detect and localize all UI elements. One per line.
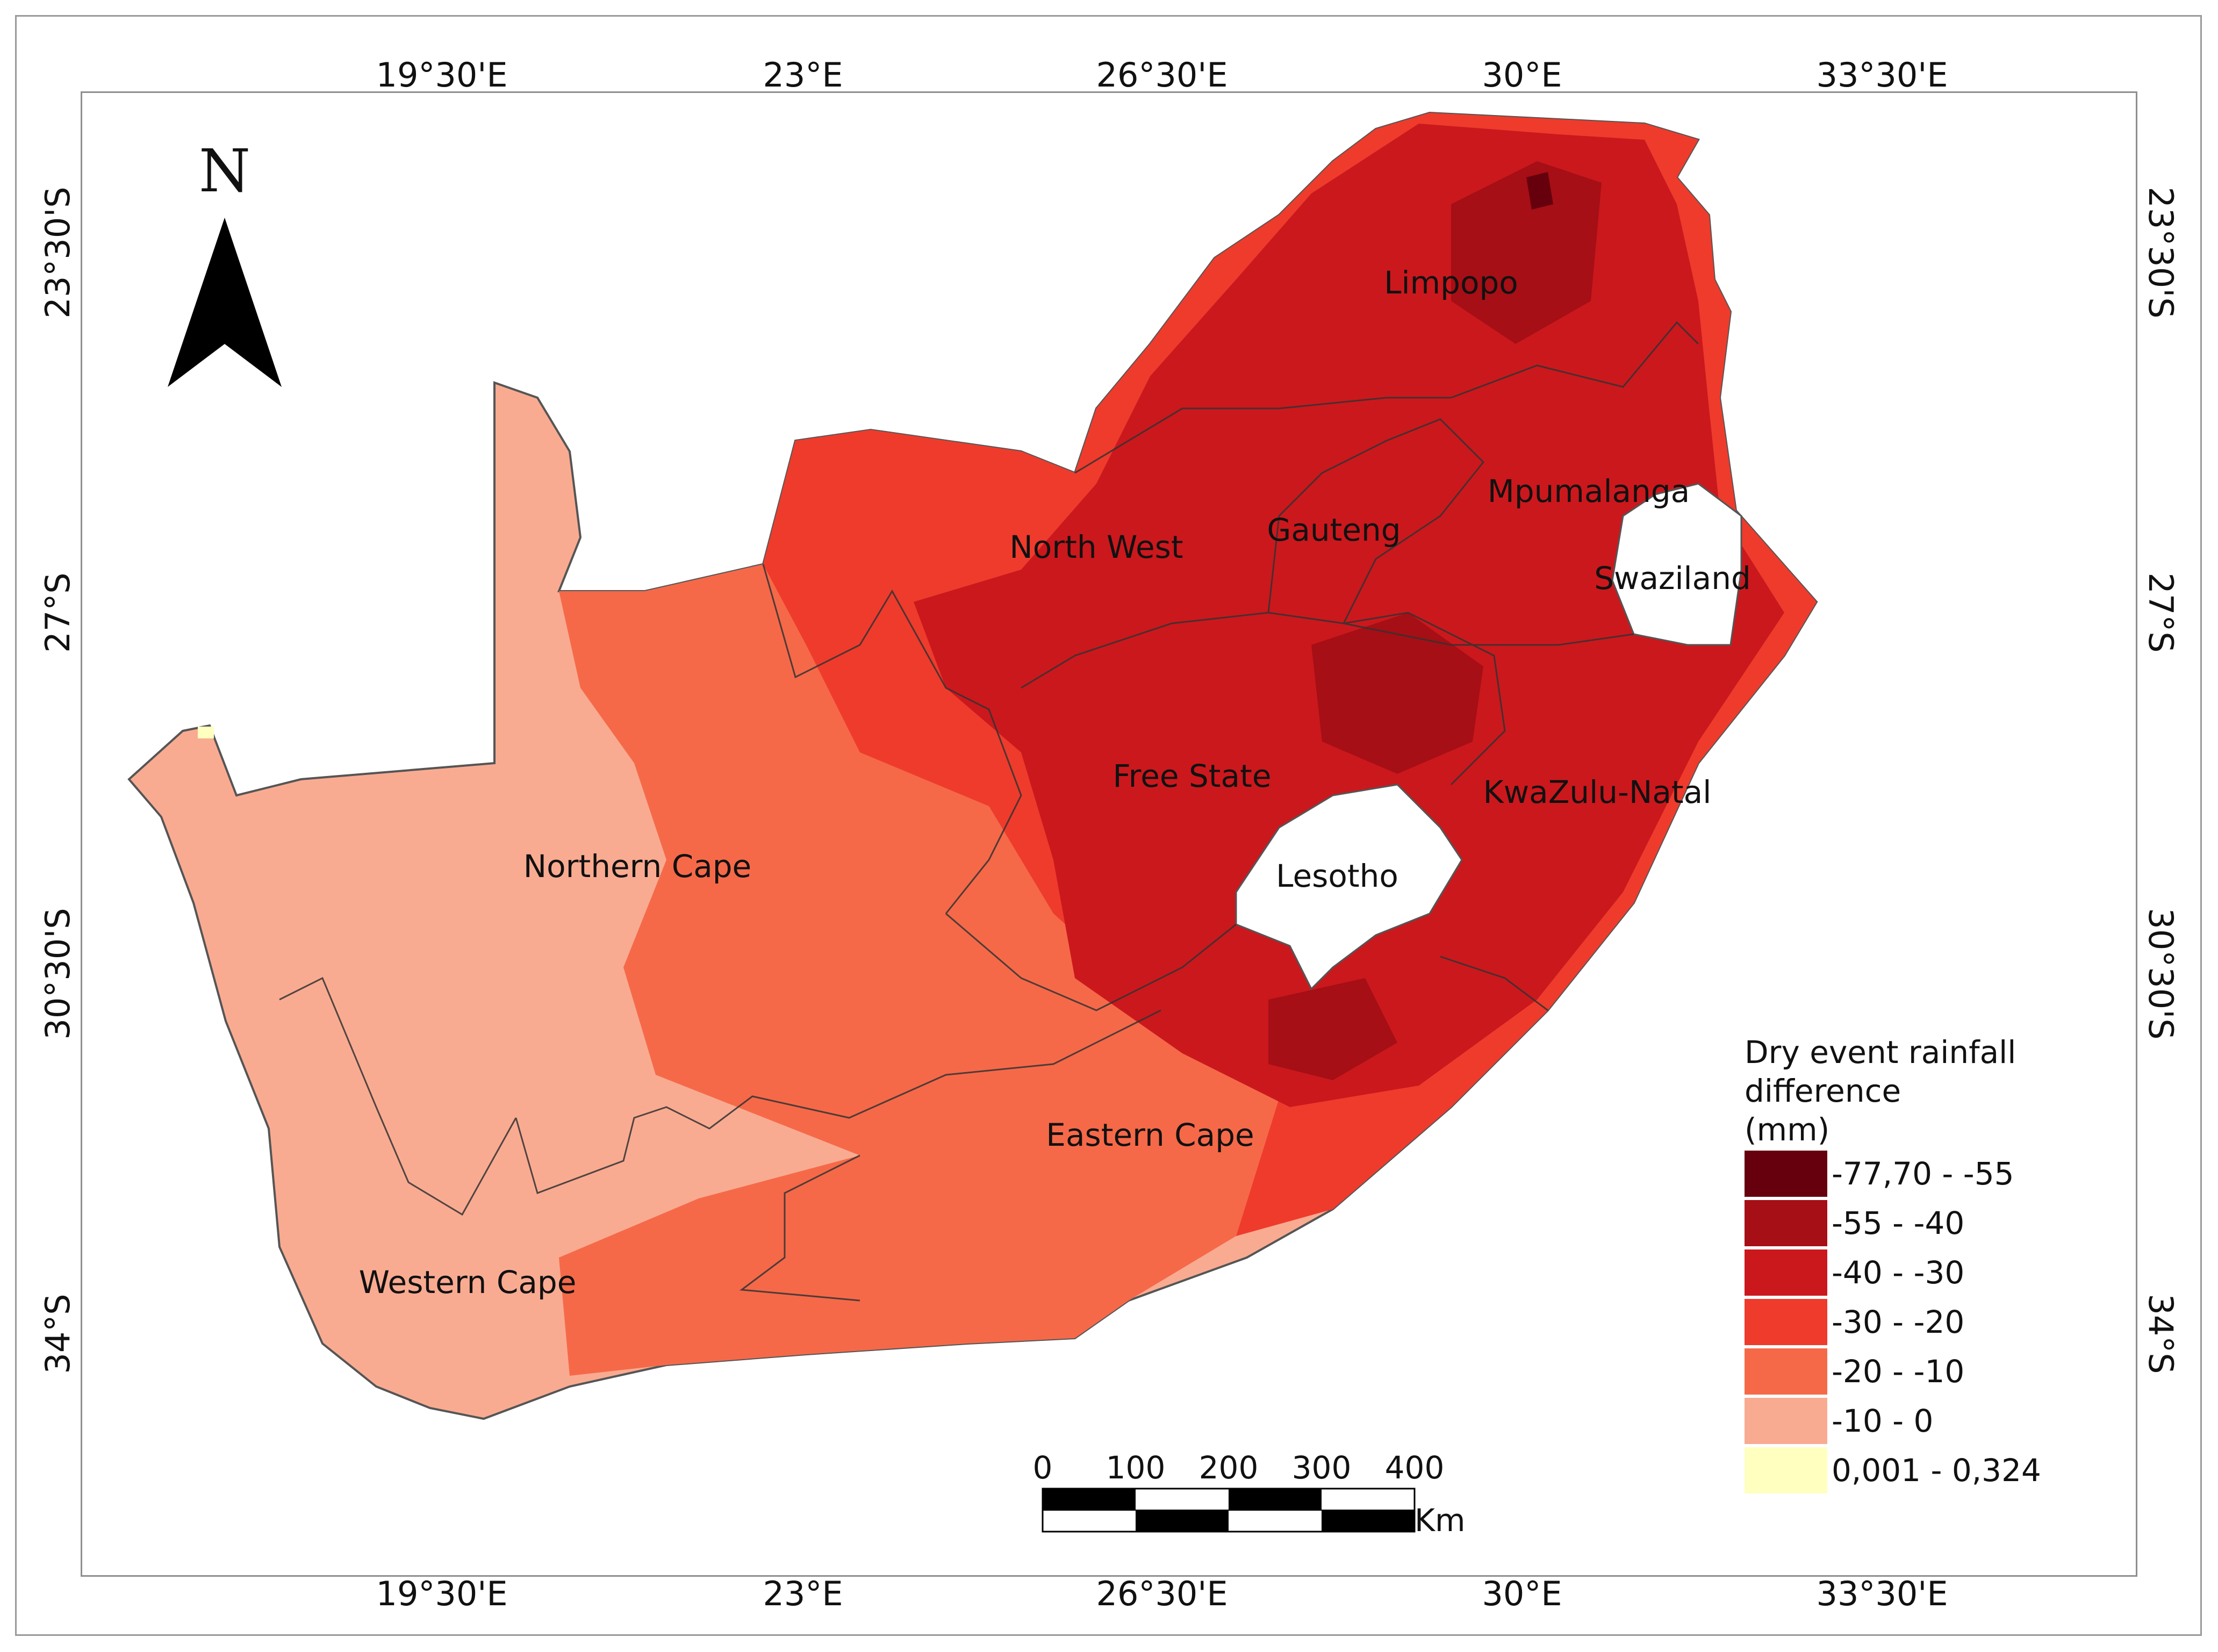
region-label-limpopo: Limpopo xyxy=(1384,264,1518,301)
zone-minus20-minus10 xyxy=(559,430,1290,1376)
north-arrow-icon xyxy=(168,218,282,387)
lat-label-right: 30°30'S xyxy=(2141,908,2180,1040)
legend-swatch xyxy=(1745,1348,1827,1395)
region-label-mpumalanga: Mpumalanga xyxy=(1487,473,1690,509)
scale-tick-label: 200 xyxy=(1198,1449,1259,1486)
zone-minus55-minus40-a xyxy=(1311,613,1483,774)
lat-label-right: 34°S xyxy=(2141,1294,2180,1374)
scale-bar xyxy=(1042,1488,1416,1533)
scale-tick-label: 400 xyxy=(1384,1449,1445,1486)
legend-label: -55 - -40 xyxy=(1832,1205,1965,1241)
legend-item: -20 - -10 xyxy=(1745,1347,2045,1396)
legend-swatch xyxy=(1745,1299,1827,1345)
region-label-kwazulu-natal: KwaZulu-Natal xyxy=(1483,774,1712,810)
lat-label-left: 23°30'S xyxy=(38,186,77,319)
zone-minus77-minus55 xyxy=(1526,172,1553,210)
legend-label: -40 - -30 xyxy=(1832,1254,1965,1291)
north-label: N xyxy=(198,137,251,205)
legend-swatch xyxy=(1745,1151,1827,1197)
lon-label-top: 33°30'E xyxy=(1816,55,1948,95)
lon-label-bottom: 23°E xyxy=(763,1574,843,1613)
legend-swatch xyxy=(1745,1249,1827,1296)
zone-minus55-minus40-b xyxy=(1451,161,1602,344)
legend-title: Dry event rainfall difference (mm) xyxy=(1745,1033,2045,1149)
legend-title-line: (mm) xyxy=(1745,1111,1830,1148)
region-label-gauteng: Gauteng xyxy=(1267,512,1401,548)
lat-label-left: 27°S xyxy=(38,572,77,653)
lon-label-bottom: 26°30'E xyxy=(1096,1574,1228,1613)
lon-label-top: 19°30'E xyxy=(376,55,508,95)
province-boundaries xyxy=(279,321,1699,1302)
legend-label: -30 - -20 xyxy=(1832,1304,1965,1340)
scale-tick-label: 0 xyxy=(1032,1449,1053,1486)
legend-item: 0,001 - 0,324 xyxy=(1745,1446,2045,1495)
legend-swatch xyxy=(1745,1200,1827,1246)
lon-label-bottom: 33°30'E xyxy=(1816,1574,1948,1613)
legend-title-line: Dry event rainfall xyxy=(1745,1034,2016,1071)
region-label-north-west: North West xyxy=(1009,529,1183,565)
region-label-western-cape: Western Cape xyxy=(358,1264,577,1301)
lesotho-shape xyxy=(1235,784,1463,990)
scale-tick-label: 100 xyxy=(1106,1449,1166,1486)
zone-minus55-minus40-c xyxy=(1268,978,1397,1080)
legend-rows: -77,70 - -55 -55 - -40 -40 - -30 -30 - -20 -… xyxy=(1745,1149,2045,1495)
legend-item: -40 - -30 xyxy=(1745,1248,2045,1297)
legend-item: -30 - -20 xyxy=(1745,1297,2045,1347)
region-label-free-state: Free State xyxy=(1112,758,1272,794)
lon-label-top: 30°E xyxy=(1482,55,1562,95)
lon-label-bottom: 19°30'E xyxy=(376,1574,508,1613)
region-label-lesotho: Lesotho xyxy=(1276,858,1398,894)
legend-item: -77,70 - -55 xyxy=(1745,1149,2045,1198)
lon-label-top: 26°30'E xyxy=(1096,55,1228,95)
legend-label: 0,001 - 0,324 xyxy=(1832,1452,2041,1489)
lat-label-left: 34°S xyxy=(38,1294,77,1374)
legend-item: -55 - -40 xyxy=(1745,1198,2045,1248)
swaziland-shape xyxy=(1611,483,1742,646)
lat-label-left: 30°30'S xyxy=(38,908,77,1040)
zone-positive-spot xyxy=(198,727,214,738)
scale-unit-label: Km xyxy=(1415,1502,1466,1539)
region-label-eastern-cape: Eastern Cape xyxy=(1046,1117,1254,1153)
legend-swatch xyxy=(1745,1398,1827,1444)
region-label-swaziland: Swaziland xyxy=(1594,560,1751,597)
lon-label-top: 23°E xyxy=(763,55,843,95)
lon-label-bottom: 30°E xyxy=(1482,1574,1562,1613)
region-label-northern-cape: Northern Cape xyxy=(523,848,752,885)
legend-title-line: difference xyxy=(1745,1073,1901,1109)
legend-swatch xyxy=(1745,1447,1827,1493)
zone-minus40-minus30 xyxy=(914,124,1784,1107)
legend-item: -10 - 0 xyxy=(1745,1396,2045,1446)
lat-label-right: 27°S xyxy=(2141,572,2180,653)
lat-label-right: 23°30'S xyxy=(2141,186,2180,319)
legend-label: -77,70 - -55 xyxy=(1832,1155,2014,1192)
legend: Dry event rainfall difference (mm) -77,7… xyxy=(1745,1033,2045,1495)
legend-label: -20 - -10 xyxy=(1832,1353,1965,1390)
scale-tick-label: 300 xyxy=(1291,1449,1352,1486)
legend-label: -10 - 0 xyxy=(1832,1403,1934,1439)
outer-frame xyxy=(15,15,2202,1636)
